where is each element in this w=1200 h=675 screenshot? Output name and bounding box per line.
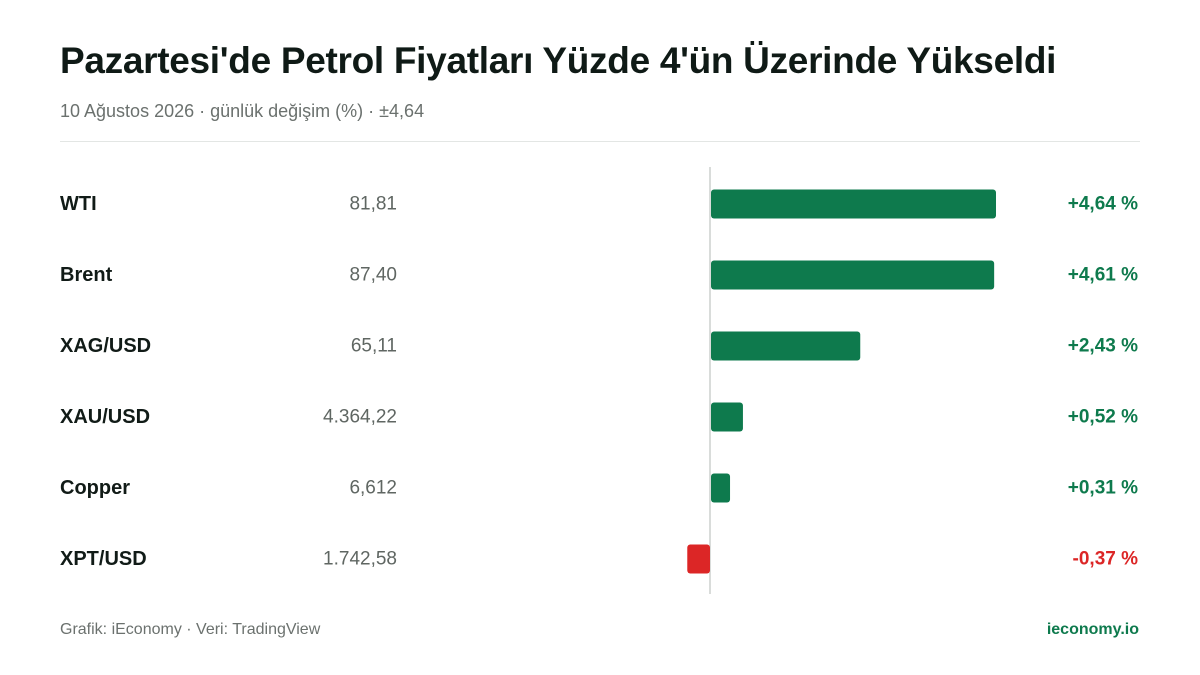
header-divider (60, 141, 1140, 142)
footer-site-link[interactable]: ieconomy.io (1046, 621, 1139, 638)
value-label: -0,37 % (1073, 549, 1139, 570)
value-label: +0,31 % (1068, 478, 1138, 499)
bar-brent (711, 260, 995, 290)
footer-credit: Grafik: iEconomy · Veri: TradingView (60, 621, 321, 638)
chart-subtitle: 10 Ağustos 2026 · günlük değişim (%) · ±… (60, 101, 425, 121)
bar-xau-usd (711, 402, 743, 432)
price-label: 65,11 (351, 336, 397, 357)
category-label: XAG/USD (60, 335, 151, 357)
chart-title: Pazartesi'de Petrol Fiyatları Yüzde 4'ün… (60, 40, 1057, 81)
bar-xpt-usd (687, 544, 710, 574)
value-label: +2,43 % (1068, 336, 1138, 357)
category-label: XAU/USD (60, 406, 150, 428)
category-label: XPT/USD (60, 548, 147, 570)
bar-copper (711, 473, 731, 503)
bar-xag-usd (711, 331, 861, 361)
category-label: WTI (60, 193, 97, 215)
price-label: 1.742,58 (323, 549, 397, 570)
value-label: +4,64 % (1068, 194, 1138, 215)
price-label: 81,81 (349, 194, 397, 215)
price-label: 87,40 (349, 265, 397, 286)
bar-wti (711, 189, 996, 219)
value-label: +4,61 % (1068, 265, 1138, 286)
value-label: +0,52 % (1068, 407, 1138, 428)
price-label: 6,612 (349, 478, 397, 499)
category-label: Brent (60, 264, 113, 286)
price-label: 4.364,22 (323, 407, 397, 428)
category-label: Copper (60, 477, 130, 499)
